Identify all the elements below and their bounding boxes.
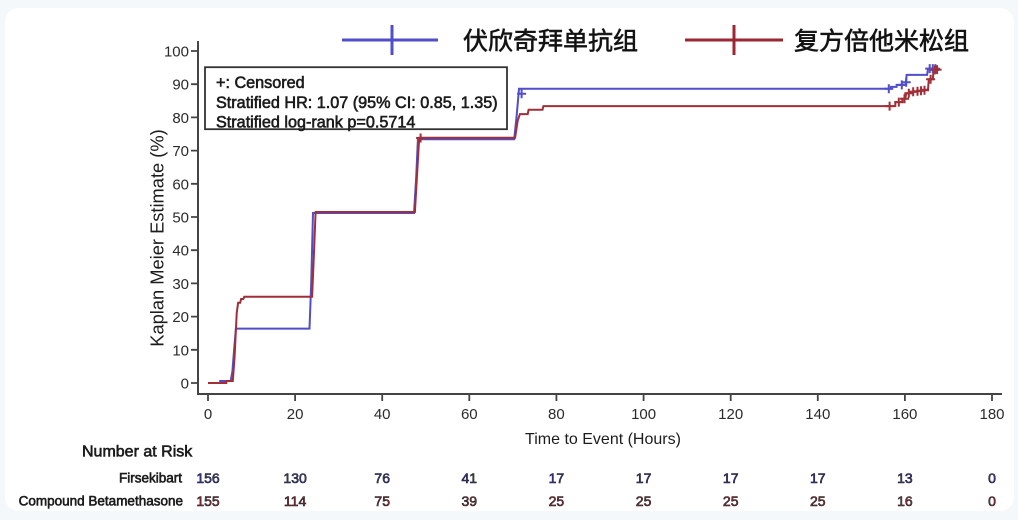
svg-text:60: 60 [172,176,189,193]
svg-text:140: 140 [805,406,830,423]
svg-text:100: 100 [631,406,656,423]
svg-text:20: 20 [287,406,304,423]
svg-text:Stratified log-rank p=0.5714: Stratified log-rank p=0.5714 [216,114,415,132]
svg-text:114: 114 [284,493,307,509]
svg-text:25: 25 [636,493,652,509]
svg-text:Number at Risk: Number at Risk [82,444,193,461]
svg-text:17: 17 [549,470,565,486]
svg-text:30: 30 [172,276,189,293]
svg-text:60: 60 [461,406,478,423]
svg-text:16: 16 [897,493,913,509]
svg-text:0: 0 [181,376,189,393]
svg-text:40: 40 [172,243,189,260]
svg-text:0: 0 [204,406,212,423]
svg-text:76: 76 [374,470,390,486]
svg-text:10: 10 [172,342,189,359]
svg-text:Kaplan Meier Estimate (%): Kaplan Meier Estimate (%) [147,129,168,346]
svg-text:75: 75 [374,493,390,509]
svg-text:70: 70 [172,143,189,160]
svg-text:40: 40 [374,406,391,423]
svg-text:17: 17 [723,470,739,486]
svg-text:Stratified HR: 1.07 (95% CI: 0: Stratified HR: 1.07 (95% CI: 0.85, 1.35) [216,94,498,112]
svg-text:155: 155 [196,493,220,509]
svg-text:41: 41 [462,470,478,486]
svg-text:Firsekibart: Firsekibart [119,471,182,486]
svg-text:50: 50 [172,210,189,227]
svg-text:17: 17 [636,470,652,486]
svg-text:100: 100 [164,44,189,61]
svg-text:0: 0 [988,470,996,486]
svg-text:120: 120 [718,406,743,423]
svg-text:130: 130 [283,470,307,486]
svg-text:156: 156 [196,470,220,486]
svg-text:80: 80 [172,110,189,127]
svg-text:39: 39 [462,493,478,509]
svg-text:17: 17 [810,470,826,486]
svg-text:80: 80 [548,406,565,423]
svg-text:90: 90 [172,77,189,94]
svg-text:20: 20 [172,309,189,326]
svg-text:Time to Event (Hours): Time to Event (Hours) [525,431,681,448]
svg-text:13: 13 [897,470,913,486]
svg-text:25: 25 [810,493,826,509]
svg-text:0: 0 [988,493,996,509]
svg-text:+: Censored: +: Censored [216,74,305,92]
svg-text:25: 25 [549,493,565,509]
svg-text:160: 160 [892,406,917,423]
svg-text:180: 180 [979,406,1004,423]
svg-text:Compound Betamethasone: Compound Betamethasone [19,494,183,509]
svg-text:25: 25 [723,493,739,509]
